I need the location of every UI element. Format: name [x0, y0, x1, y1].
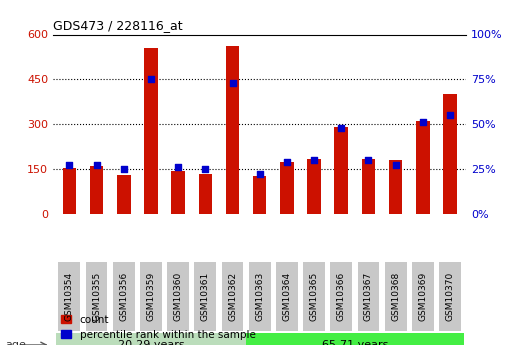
Point: [255, 172, 264, 177]
Point: [392, 163, 400, 168]
Bar: [361, 159, 375, 214]
Bar: [90, 166, 103, 214]
Text: 20-29 years: 20-29 years: [118, 340, 184, 345]
Text: GSM10369: GSM10369: [418, 272, 427, 321]
Point: [446, 112, 454, 118]
Bar: [443, 94, 457, 214]
Point: [364, 157, 373, 163]
Point: [119, 166, 128, 172]
Bar: [280, 161, 294, 214]
Point: [419, 120, 427, 125]
Text: GSM10363: GSM10363: [255, 272, 264, 321]
Text: GDS473 / 228116_at: GDS473 / 228116_at: [53, 19, 183, 32]
Bar: [416, 121, 430, 214]
Point: [228, 80, 237, 86]
Text: age: age: [5, 340, 26, 345]
Text: GSM10355: GSM10355: [92, 272, 101, 321]
Bar: [144, 48, 158, 214]
Point: [65, 163, 74, 168]
Text: GSM10364: GSM10364: [282, 272, 292, 321]
Bar: [199, 174, 212, 214]
Text: GSM10370: GSM10370: [446, 272, 455, 321]
Point: [92, 163, 101, 168]
Bar: [334, 127, 348, 214]
Bar: [171, 170, 185, 214]
Text: GSM10366: GSM10366: [337, 272, 346, 321]
Text: 65-71 years: 65-71 years: [322, 340, 388, 345]
Point: [201, 166, 209, 172]
Point: [174, 165, 182, 170]
Bar: [307, 159, 321, 214]
Bar: [253, 176, 267, 214]
Point: [310, 157, 319, 163]
Point: [147, 77, 155, 82]
Text: GSM10359: GSM10359: [146, 272, 155, 321]
Text: GSM10367: GSM10367: [364, 272, 373, 321]
Point: [282, 159, 291, 165]
Bar: [226, 47, 240, 214]
Bar: [63, 168, 76, 214]
Text: GSM10354: GSM10354: [65, 272, 74, 321]
Text: GSM10368: GSM10368: [391, 272, 400, 321]
Text: GSM10356: GSM10356: [119, 272, 128, 321]
Text: GSM10361: GSM10361: [201, 272, 210, 321]
Bar: [389, 160, 402, 214]
Text: GSM10362: GSM10362: [228, 272, 237, 321]
Text: GSM10360: GSM10360: [174, 272, 183, 321]
Bar: [117, 175, 130, 214]
Text: GSM10365: GSM10365: [310, 272, 319, 321]
Legend: count, percentile rank within the sample: count, percentile rank within the sample: [61, 315, 255, 340]
Point: [337, 125, 346, 130]
